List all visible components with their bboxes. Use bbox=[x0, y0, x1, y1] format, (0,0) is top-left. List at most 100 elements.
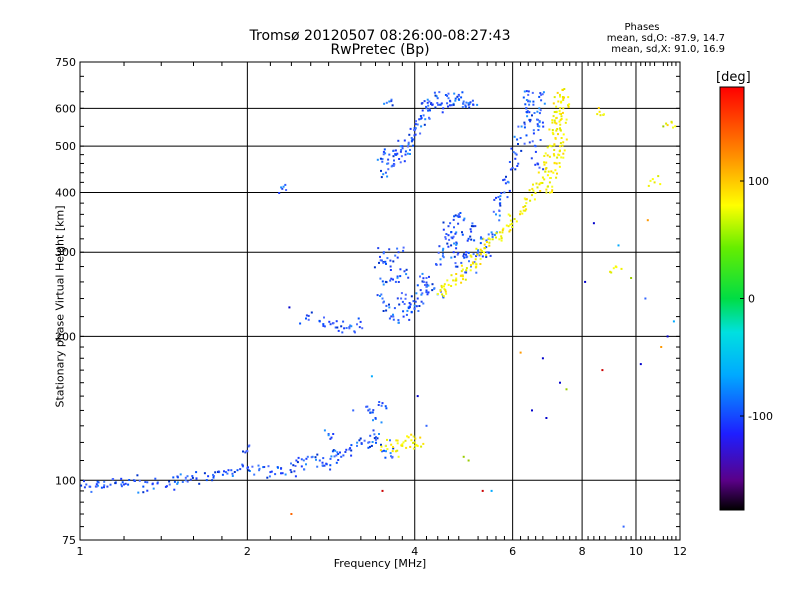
data-point-O bbox=[390, 315, 393, 318]
data-point-X bbox=[563, 149, 566, 152]
data-point-O bbox=[447, 92, 450, 95]
data-point-X bbox=[562, 156, 565, 159]
data-point-O bbox=[411, 139, 414, 141]
data-point-X bbox=[419, 436, 422, 439]
data-point-O bbox=[388, 306, 391, 309]
data-point-X bbox=[620, 267, 623, 270]
data-point-O bbox=[519, 137, 522, 139]
data-point-O bbox=[514, 157, 517, 160]
data-point-X bbox=[482, 238, 485, 241]
data-point-O bbox=[523, 126, 526, 129]
data-point-X bbox=[384, 444, 387, 447]
data-point-X bbox=[556, 128, 559, 130]
data-point-O bbox=[399, 161, 402, 164]
data-point-O bbox=[378, 433, 380, 435]
data-point-O bbox=[408, 305, 411, 308]
data-point-X bbox=[533, 198, 536, 201]
data-point-O bbox=[392, 149, 395, 152]
data-point-O bbox=[524, 103, 527, 106]
data-point-O bbox=[136, 474, 139, 477]
data-point-O bbox=[388, 248, 391, 251]
data-point-X bbox=[561, 96, 564, 98]
data-point-X bbox=[562, 152, 565, 155]
data-point-O bbox=[407, 307, 410, 310]
data-point-O bbox=[520, 149, 523, 152]
data-point-O bbox=[349, 324, 352, 327]
data-point-O bbox=[356, 441, 359, 444]
data-point-O bbox=[380, 443, 382, 446]
data-point-X bbox=[443, 285, 445, 288]
data-point-X bbox=[507, 225, 510, 228]
data-point-O bbox=[538, 107, 541, 110]
data-point-O bbox=[380, 404, 383, 407]
data-point-O bbox=[387, 162, 390, 165]
data-point-X bbox=[612, 267, 615, 270]
data-point-other bbox=[584, 280, 587, 283]
data-point-X bbox=[547, 170, 550, 173]
data-point-X bbox=[469, 254, 472, 257]
data-point-O bbox=[114, 482, 117, 485]
data-point-O bbox=[334, 449, 337, 452]
data-point-X bbox=[521, 212, 524, 215]
data-point-O bbox=[343, 327, 346, 330]
data-point-O bbox=[329, 437, 332, 440]
data-point-O bbox=[542, 168, 545, 171]
data-point-O bbox=[96, 484, 99, 487]
data-point-X bbox=[539, 182, 542, 185]
data-point-O bbox=[390, 98, 393, 101]
data-point-O bbox=[466, 239, 469, 242]
data-point-O bbox=[146, 481, 149, 484]
data-point-X bbox=[544, 170, 547, 173]
data-point-X bbox=[665, 122, 668, 125]
data-point-O bbox=[189, 478, 192, 481]
data-point-O bbox=[418, 305, 421, 307]
data-point-O bbox=[527, 99, 530, 102]
data-point-O bbox=[538, 125, 541, 128]
data-point-O bbox=[388, 153, 391, 156]
data-point-O bbox=[368, 408, 371, 411]
data-point-O bbox=[408, 302, 411, 304]
data-point-O bbox=[120, 483, 123, 486]
data-point-O bbox=[334, 326, 337, 329]
data-point-other bbox=[462, 455, 465, 458]
data-point-O bbox=[389, 259, 392, 262]
data-point-X bbox=[562, 97, 565, 100]
data-point-O bbox=[329, 464, 332, 467]
data-point-O bbox=[433, 91, 436, 94]
data-point-O bbox=[330, 455, 333, 458]
data-point-O bbox=[168, 483, 171, 486]
data-point-O bbox=[534, 150, 537, 153]
data-point-X bbox=[474, 258, 477, 261]
data-point-O bbox=[420, 293, 423, 296]
data-point-O bbox=[512, 151, 515, 154]
data-point-other bbox=[416, 395, 419, 398]
data-point-O bbox=[424, 118, 427, 121]
data-point-O bbox=[427, 291, 430, 294]
data-point-O bbox=[393, 159, 395, 162]
data-point-O bbox=[401, 145, 404, 148]
data-point-O bbox=[327, 434, 330, 437]
data-point-O bbox=[394, 153, 397, 156]
data-point-X bbox=[559, 142, 562, 145]
data-point-X bbox=[550, 170, 553, 173]
data-point-X bbox=[454, 283, 457, 286]
data-point-O bbox=[438, 245, 441, 248]
data-point-X bbox=[560, 101, 562, 104]
data-point-O bbox=[379, 259, 382, 262]
data-point-O bbox=[357, 317, 360, 320]
data-point-O bbox=[152, 487, 155, 490]
data-point-O bbox=[420, 300, 423, 303]
data-point-other bbox=[630, 277, 633, 279]
data-point-X bbox=[554, 169, 557, 172]
data-point-O bbox=[471, 99, 474, 102]
data-point-other bbox=[541, 357, 544, 360]
data-point-X bbox=[460, 281, 463, 284]
data-point-X bbox=[538, 183, 541, 186]
data-point-X bbox=[553, 111, 556, 113]
data-point-O bbox=[421, 280, 424, 283]
data-point-O bbox=[478, 254, 481, 257]
data-point-O bbox=[123, 483, 125, 486]
data-point-O bbox=[335, 454, 338, 457]
data-point-O bbox=[385, 281, 388, 284]
data-point-O bbox=[485, 255, 488, 258]
